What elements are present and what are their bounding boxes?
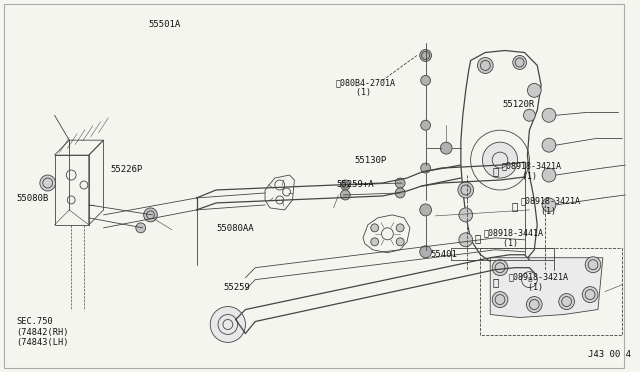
Text: 55259+A: 55259+A (336, 180, 374, 189)
Circle shape (420, 76, 431, 86)
Circle shape (559, 294, 575, 310)
Circle shape (371, 224, 379, 232)
Circle shape (420, 246, 431, 258)
Circle shape (143, 208, 157, 222)
Text: 55130P: 55130P (355, 155, 387, 164)
Text: ⓝ: ⓝ (493, 166, 499, 176)
Circle shape (40, 175, 56, 191)
Text: ⓝ: ⓝ (474, 233, 480, 243)
Text: SEC.750
(74842(RH)
(74843(LH): SEC.750 (74842(RH) (74843(LH) (17, 317, 69, 347)
Polygon shape (490, 258, 603, 318)
Circle shape (527, 83, 541, 97)
Circle shape (477, 58, 493, 73)
Circle shape (542, 138, 556, 152)
Circle shape (340, 190, 350, 200)
Circle shape (542, 168, 556, 182)
Text: 55259: 55259 (223, 283, 250, 292)
Text: ⓝ08918-3421A
    (1): ⓝ08918-3421A (1) (502, 161, 562, 181)
Text: ⓝ08918-3441A
    (1): ⓝ08918-3441A (1) (483, 228, 543, 248)
Circle shape (420, 163, 431, 173)
Circle shape (524, 109, 535, 121)
Circle shape (396, 178, 405, 188)
Circle shape (459, 208, 472, 222)
Circle shape (459, 233, 472, 247)
Text: ⓝ08918-3421A
    (1): ⓝ08918-3421A (1) (508, 273, 568, 292)
Circle shape (527, 296, 542, 312)
Text: ⓝ08918-3421A
    (1): ⓝ08918-3421A (1) (521, 197, 580, 216)
Circle shape (340, 180, 350, 190)
Circle shape (458, 182, 474, 198)
Circle shape (513, 55, 527, 70)
Circle shape (396, 188, 405, 198)
Circle shape (582, 286, 598, 302)
Text: 55120R: 55120R (502, 100, 534, 109)
Circle shape (420, 49, 431, 61)
Circle shape (585, 257, 601, 273)
Circle shape (420, 204, 431, 216)
Circle shape (396, 238, 404, 246)
Circle shape (542, 108, 556, 122)
Text: ⓝ: ⓝ (493, 278, 499, 287)
Text: 55080AA: 55080AA (217, 224, 255, 233)
Text: J43 00 4: J43 00 4 (588, 350, 631, 359)
Text: Ⓑ080B4-2701A
    (1): Ⓑ080B4-2701A (1) (336, 78, 396, 97)
Text: 55080B: 55080B (17, 195, 49, 203)
Circle shape (371, 238, 379, 246)
Circle shape (492, 260, 508, 276)
Circle shape (542, 198, 556, 212)
Circle shape (420, 120, 431, 130)
Text: 55226P: 55226P (110, 165, 143, 174)
Text: B: B (527, 277, 532, 283)
Text: 55501A: 55501A (148, 20, 180, 29)
Circle shape (210, 307, 246, 342)
Circle shape (136, 223, 145, 233)
Circle shape (440, 142, 452, 154)
Circle shape (483, 142, 518, 178)
Text: 55401: 55401 (430, 250, 457, 259)
Circle shape (396, 224, 404, 232)
Circle shape (492, 292, 508, 308)
Text: ⓝ: ⓝ (511, 201, 517, 211)
